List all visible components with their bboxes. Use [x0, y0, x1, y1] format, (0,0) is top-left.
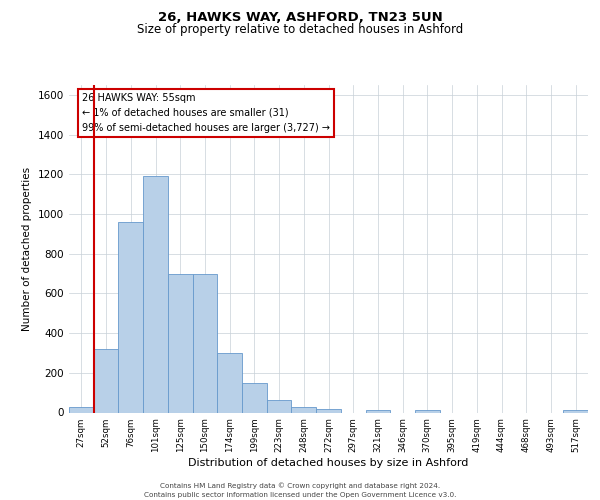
Text: 26 HAWKS WAY: 55sqm
← 1% of detached houses are smaller (31)
99% of semi-detache: 26 HAWKS WAY: 55sqm ← 1% of detached hou…	[82, 93, 330, 133]
Bar	[267, 400, 292, 412]
Bar	[94, 349, 118, 412]
Bar	[143, 176, 168, 412]
Text: 26, HAWKS WAY, ASHFORD, TN23 5UN: 26, HAWKS WAY, ASHFORD, TN23 5UN	[158, 11, 442, 24]
Bar	[316, 408, 341, 412]
Bar	[168, 274, 193, 412]
X-axis label: Distribution of detached houses by size in Ashford: Distribution of detached houses by size …	[188, 458, 469, 468]
Y-axis label: Number of detached properties: Number of detached properties	[22, 166, 32, 331]
Bar	[118, 222, 143, 412]
Bar	[365, 410, 390, 412]
Text: Contains HM Land Registry data © Crown copyright and database right 2024.: Contains HM Land Registry data © Crown c…	[160, 482, 440, 489]
Text: Contains public sector information licensed under the Open Government Licence v3: Contains public sector information licen…	[144, 492, 456, 498]
Bar	[193, 274, 217, 412]
Bar	[563, 410, 588, 412]
Bar	[292, 406, 316, 412]
Bar	[415, 410, 440, 412]
Bar	[69, 406, 94, 412]
Bar	[217, 353, 242, 412]
Bar	[242, 382, 267, 412]
Text: Size of property relative to detached houses in Ashford: Size of property relative to detached ho…	[137, 22, 463, 36]
